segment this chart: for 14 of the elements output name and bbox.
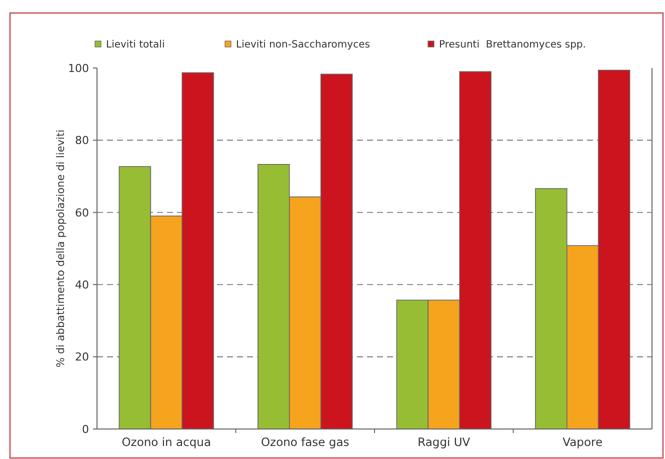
y-tick-label: 20 bbox=[75, 350, 89, 364]
y-tick-label: 100 bbox=[68, 62, 89, 75]
legend-label: Lieviti totali bbox=[106, 40, 165, 50]
legend-label: Lieviti non-Saccharomyces bbox=[236, 40, 370, 50]
y-tick-label: 40 bbox=[75, 278, 89, 292]
y-tick-label: 0 bbox=[82, 422, 89, 436]
y-tick-label: 60 bbox=[75, 206, 89, 220]
x-tick-label: Ozono fase gas bbox=[260, 435, 350, 449]
legend-label: Presunti Brettanomyces spp. bbox=[439, 40, 586, 50]
x-tick-label: Vapore bbox=[562, 435, 603, 449]
x-tick-label: Ozono in acqua bbox=[122, 435, 211, 449]
x-tick-label: Raggi UV bbox=[418, 435, 470, 449]
y-tick-label: 80 bbox=[75, 134, 89, 148]
y-axis-title: % di abbattimento della popolazione di lieviti bbox=[55, 130, 67, 368]
